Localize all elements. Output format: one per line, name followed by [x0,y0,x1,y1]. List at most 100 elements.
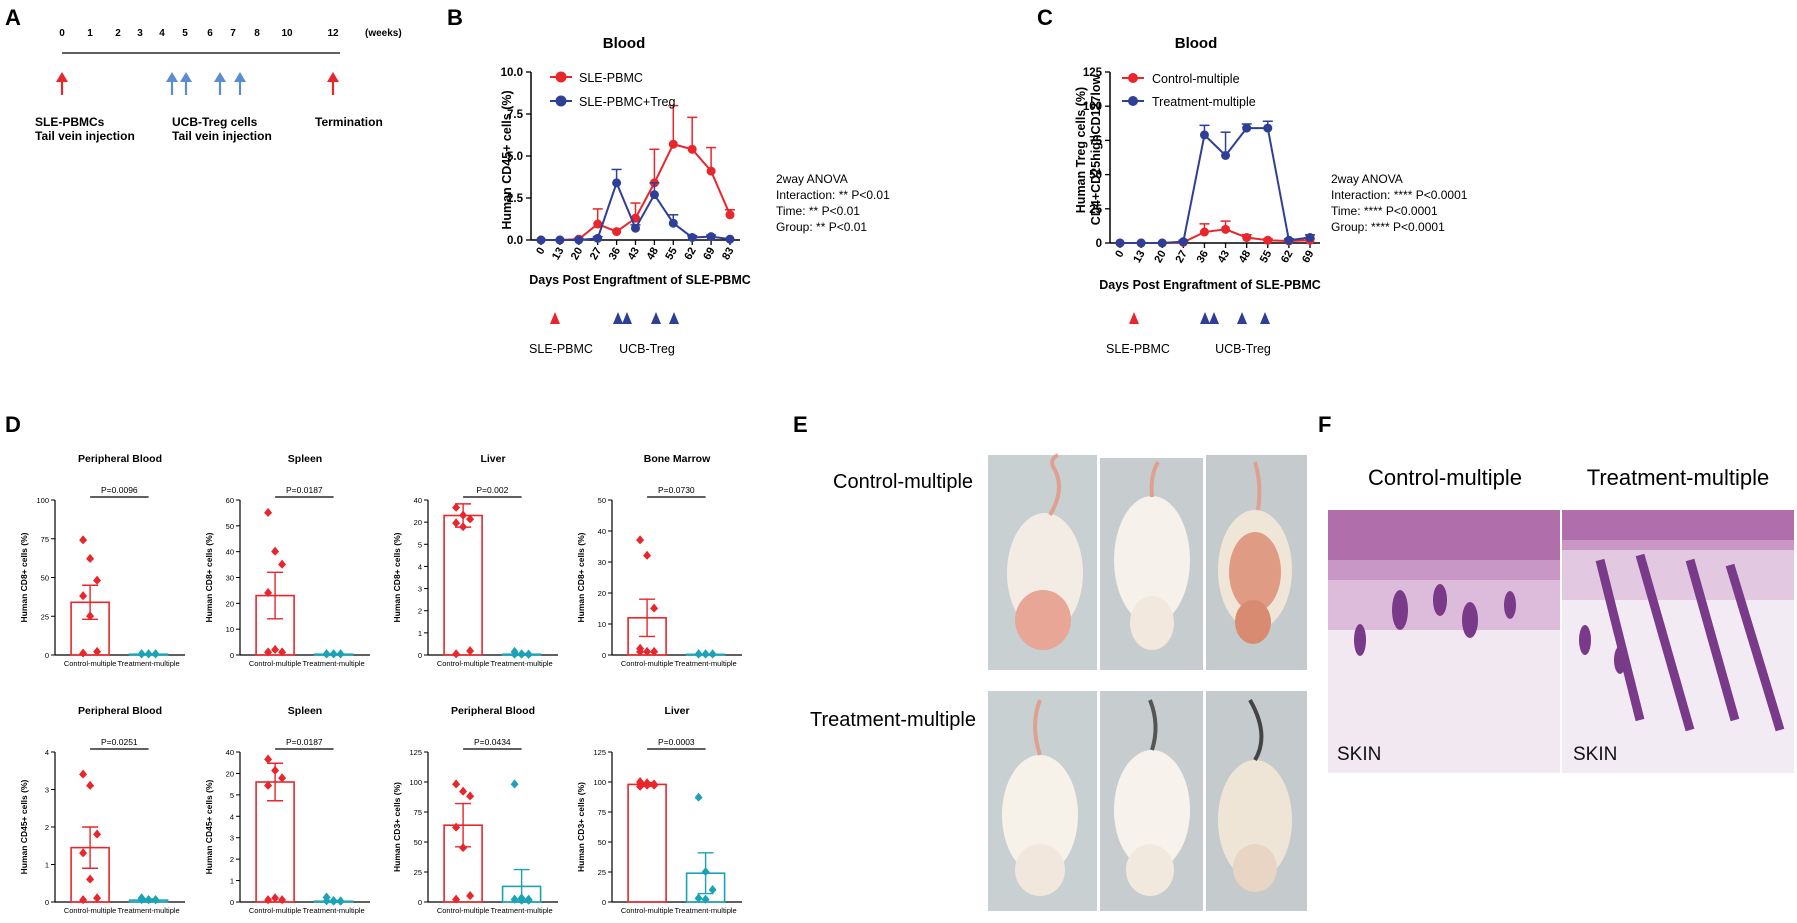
timeline-week-6: 6 [207,28,213,39]
dot-plot-point-control [278,647,287,657]
dot-plot-point-treatment [517,895,526,905]
dot-plot-xlabel-control: Control-multiple [64,659,117,668]
chart-c-point-s1-43 [1221,224,1231,234]
dot-plot-point-control [93,575,102,585]
photo-control-1 [988,453,1097,670]
chart-c-xtick-36: 36 [1195,249,1212,266]
dot-plot-ytick: 4 [45,748,49,757]
legend-marker-sle-pbmc-treg [555,95,567,107]
timeline-week-5: 5 [182,28,188,39]
timeline-termination-label: Termination [315,115,383,129]
chart-c-point-s1-55 [1263,235,1273,245]
dot-plot-point-control [79,535,88,545]
chart-c-xtick-43: 43 [1216,249,1233,266]
dot-plot-point-control [466,514,475,524]
chart-c-marker-treg-label: UCB-Treg [1215,342,1271,356]
dot-plot-8: Liver Human CD3+ cells (%) 0 25 50 75 100 125 P=… [576,705,742,915]
chart-c-xtick-20: 20 [1152,249,1169,266]
chart-b-point-s2-13 [555,235,565,245]
dot-plot-title: Spleen [288,453,322,465]
chart-c-marker-pbmc-label: SLE-PBMC [1106,342,1170,356]
dot-plot-ytick: 4 [418,562,422,571]
dot-plot-point-control [643,646,652,656]
chart-b-stat-1: Interaction: ** P<0.01 [776,188,890,202]
dot-plot-point-treatment [510,779,519,789]
dot-plot-xlabel-treatment: Treatment-multiple [490,906,552,915]
dot-plot-ylabel: Human CD45+ cells (%) [19,779,29,874]
dot-plot-ytick: 50 [598,838,606,847]
dot-plot-ytick: 100 [593,778,606,787]
chart-c-point-s1-36 [1199,227,1209,237]
dot-plot-ytick: 40 [414,496,422,505]
dot-plot-ytick: 0 [418,898,422,907]
dot-plot-point-treatment [517,649,526,659]
dot-plot-xlabel-control: Control-multiple [621,906,674,915]
dot-plot-point-control [79,591,88,601]
legend-label-sle-pbmc-treg: SLE-PBMC+Treg [579,95,675,109]
dot-plot-point-treatment [144,895,153,905]
chart-c-stat-2: Time: **** P<0.0001 [1331,204,1438,218]
chart-c-marker-pbmc [1129,312,1139,324]
chart-c-stat-0: 2way ANOVA [1331,172,1403,186]
photo-treatment-3 [1206,691,1307,911]
chart-b-ytick-10.0: 10.0 [501,67,523,79]
dot-plot-bar-control [443,514,483,656]
chart-b-point-s2-36 [612,178,622,188]
photo-row-label-control: Control-multiple [833,471,973,493]
photo-row-label-treatment: Treatment-multiple [810,709,976,731]
dot-plot-point-control [278,895,287,905]
chart-b-ytick-2.5: 2.5 [507,193,524,205]
dot-plot-ytick: 3 [45,786,49,795]
chart-b-point-s1-69 [706,166,716,176]
chart-c-ytick-100: 100 [1083,101,1102,113]
dot-plot-ytick: 3 [418,585,422,594]
timeline-week-labels: 0 1 2 3 4 5 6 7 8 10 12 [59,28,339,39]
dot-plot-ylabel: Human CD8+ cells (%) [19,532,29,622]
dot-plot-title: Peripheral Blood [451,705,535,717]
dot-plot-ytick: 20 [226,599,234,608]
dot-plot-xlabel-control: Control-multiple [437,906,490,915]
dot-plot-point-control [86,611,95,621]
legend-label-control-multiple: Control-multiple [1152,72,1240,86]
dot-plot-point-treatment [701,894,710,904]
photo-treatment-1 [988,691,1097,911]
chart-c-point-s2-0 [1115,238,1125,248]
dot-plot-point-control [452,502,461,512]
dot-plot-point-treatment [524,895,533,905]
dot-plot-ylabel: Human CD45+ cells (%) [204,779,214,874]
chart-c-marker-treg-2 [1209,312,1219,324]
legend-marker-sle-pbmc [555,71,567,83]
chart-c-xtick-0: 0 [1113,249,1126,260]
chart-c-point-s2-36 [1199,130,1209,140]
dot-plot-ytick: 0 [602,651,606,660]
dot-plot-point-control [643,550,652,560]
dot-plot-point-treatment [151,895,160,905]
legend-label-sle-pbmc: SLE-PBMC [579,71,643,85]
chart-c-title: Blood [1175,35,1218,52]
chart-c: Blood Human Treg cells (%) CD4+CD25highC… [1074,35,1468,356]
dot-plot-2: Spleen Human CD8+ cells (%) 0 10 20 30 40 50 60 P… [204,453,370,668]
chart-b-xtick-43: 43 [626,246,643,263]
chart-c-ytick-25: 25 [1089,204,1102,216]
chart-b-point-s1-36 [612,227,622,237]
dot-plot-point-control [271,893,280,903]
dot-plot-ytick: 125 [409,748,422,757]
chart-c-series-line-1 [1120,228,1311,244]
dot-plot-ytick: 125 [593,748,606,757]
chart-b-point-s2-20 [574,235,584,245]
dot-plot-point-treatment [329,649,338,659]
chart-c-ytick-75: 75 [1089,135,1102,147]
chart-c-marker-treg-4 [1260,312,1270,324]
chart-b-xtick-20: 20 [569,246,586,263]
dot-plot-point-control [278,559,287,569]
timeline-arrow-pbmc [56,72,68,95]
dot-plot-xlabel-treatment: Treatment-multiple [674,906,736,915]
dot-plot-point-control [79,895,88,905]
photo-control-2 [1100,458,1203,670]
chart-b-xtick-69: 69 [701,246,718,263]
chart-b-marker-pbmc-label: SLE-PBMC [529,342,593,356]
panel-letter-d: D [5,412,21,437]
chart-c-xtick-48: 48 [1237,249,1254,266]
dot-plot-ytick: 10 [598,620,606,629]
